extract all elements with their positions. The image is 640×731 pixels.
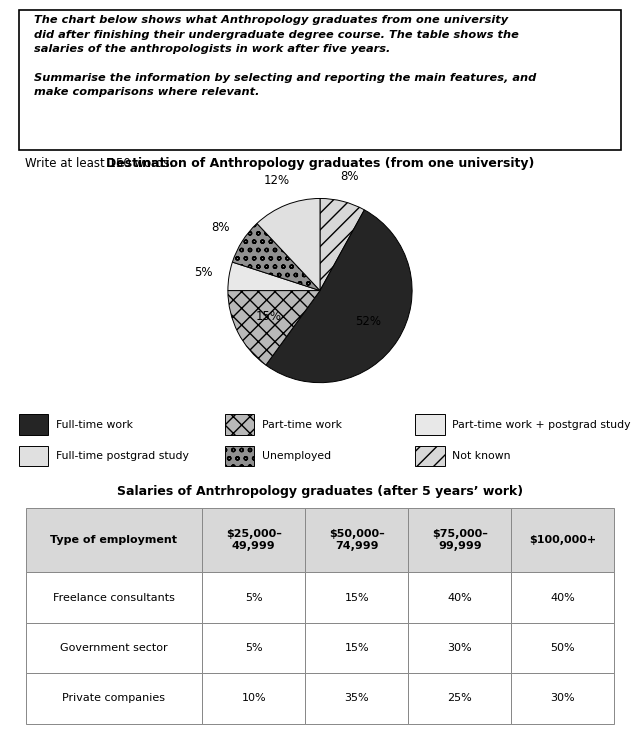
Text: 5%: 5% bbox=[195, 265, 213, 279]
Text: 52%: 52% bbox=[355, 314, 381, 327]
Wedge shape bbox=[320, 198, 364, 290]
Text: 8%: 8% bbox=[211, 221, 230, 234]
Text: Part-time work + postgrad study: Part-time work + postgrad study bbox=[452, 420, 630, 430]
Text: Full-time work: Full-time work bbox=[56, 420, 133, 430]
Text: The chart below shows what Anthropology graduates from one university
did after : The chart below shows what Anthropology … bbox=[34, 15, 536, 97]
Text: Salaries of Antrhropology graduates (after 5 years’ work): Salaries of Antrhropology graduates (aft… bbox=[117, 485, 523, 498]
Bar bbox=[415, 414, 445, 435]
Wedge shape bbox=[257, 198, 320, 290]
Text: Part-time work: Part-time work bbox=[262, 420, 342, 430]
Wedge shape bbox=[266, 210, 412, 382]
Text: Write at least 150 words.: Write at least 150 words. bbox=[25, 157, 173, 170]
Bar bbox=[225, 414, 254, 435]
Bar bbox=[225, 446, 254, 466]
Bar bbox=[415, 446, 445, 466]
Wedge shape bbox=[228, 262, 320, 291]
Bar bbox=[19, 414, 49, 435]
Wedge shape bbox=[228, 290, 320, 365]
Text: 12%: 12% bbox=[264, 175, 290, 187]
Text: Full-time postgrad study: Full-time postgrad study bbox=[56, 451, 189, 461]
Text: 15%: 15% bbox=[256, 310, 282, 323]
Text: 8%: 8% bbox=[340, 170, 358, 183]
Text: Unemployed: Unemployed bbox=[262, 451, 331, 461]
Wedge shape bbox=[232, 224, 320, 290]
Title: Destination of Anthropology graduates (from one university): Destination of Anthropology graduates (f… bbox=[106, 157, 534, 170]
Bar bbox=[19, 446, 49, 466]
Text: Not known: Not known bbox=[452, 451, 511, 461]
